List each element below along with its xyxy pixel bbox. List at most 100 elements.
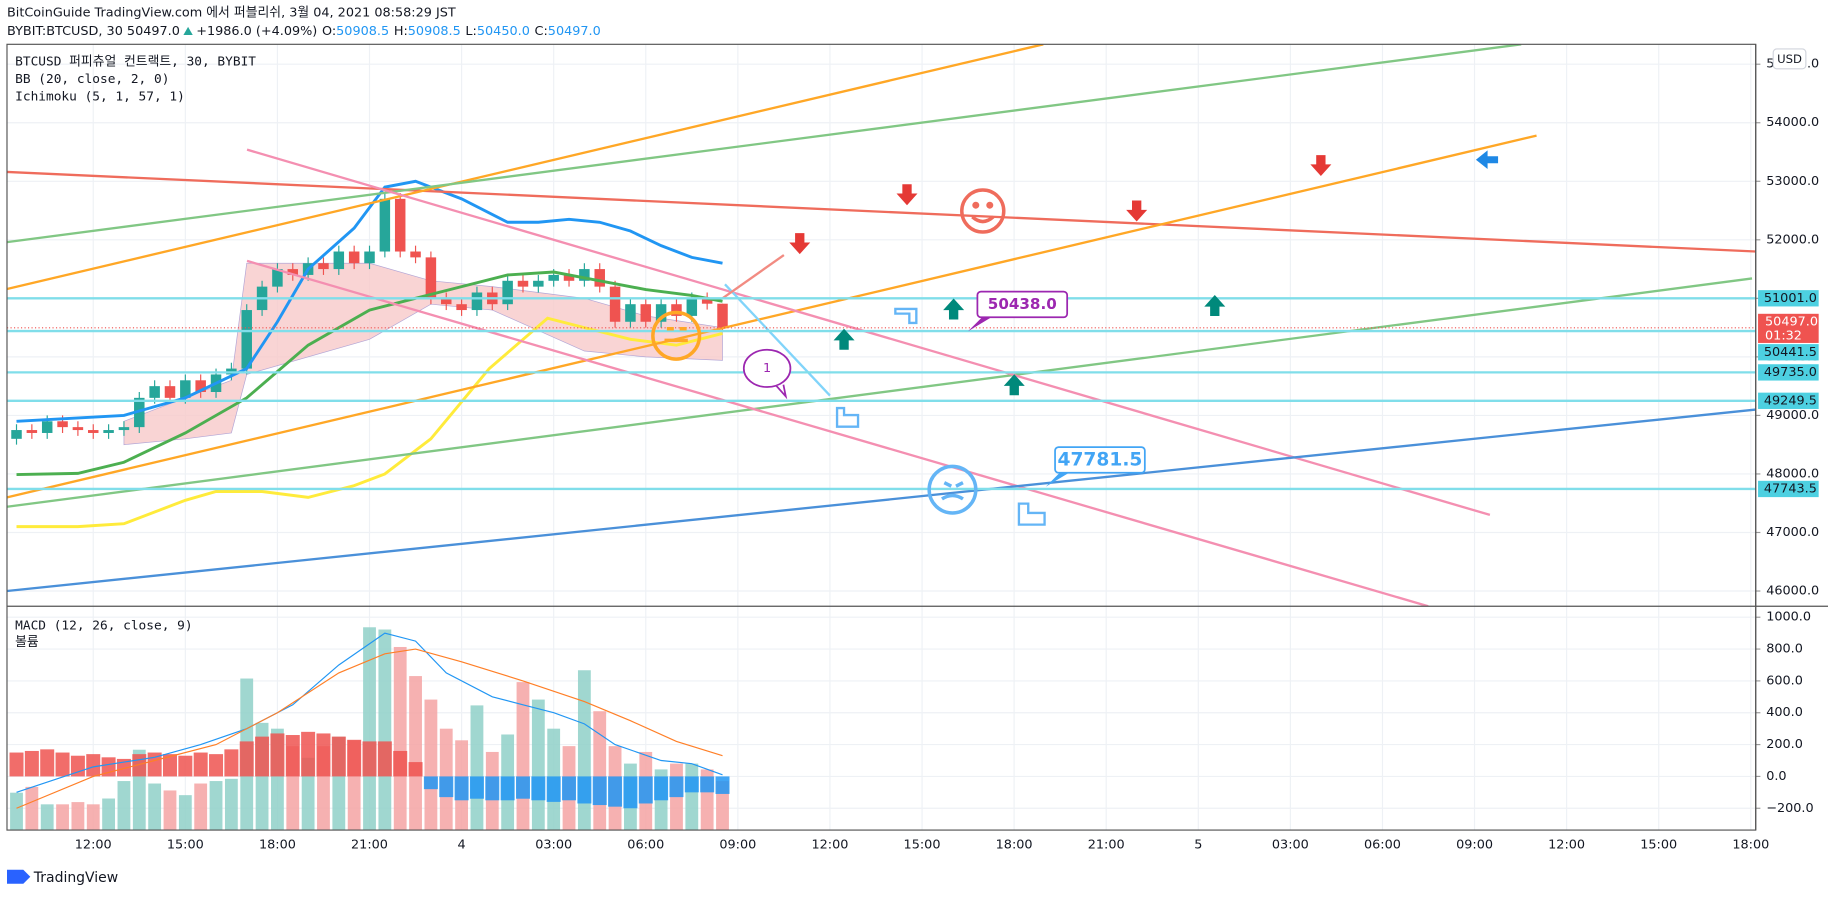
volume-bar [148, 783, 162, 831]
candle-body [318, 263, 329, 270]
volume-bar [71, 802, 85, 831]
y-tick-label: 400.0 [1766, 705, 1803, 720]
trend-line [721, 254, 785, 300]
candle-body [502, 280, 513, 305]
candle-body [164, 386, 176, 398]
level-label: 49249.5 [1764, 393, 1817, 408]
level-label: 50441.5 [1764, 345, 1817, 360]
candle-body [686, 298, 698, 316]
footer: TradingView [33, 870, 118, 886]
candle-body [563, 274, 575, 281]
publisher: BitCoinGuide TradingView.com 에서 퍼블리쉬, 3월… [7, 5, 456, 20]
x-tick-label: 18:00 [259, 838, 296, 853]
x-tick-label: 21:00 [351, 838, 388, 853]
volume-bar [10, 792, 23, 831]
volume-bar [470, 705, 484, 831]
volume-bar [577, 670, 591, 831]
last-price-label: 50497.0 [1765, 314, 1818, 329]
histogram-bar [623, 776, 638, 809]
volume-bar [40, 804, 54, 831]
histogram-bar [209, 754, 224, 777]
x-tick-label: 09:00 [719, 838, 756, 853]
last-price-box [1758, 313, 1819, 343]
histogram-bar [408, 762, 423, 777]
level-box [1758, 344, 1819, 361]
macd-pane [9, 627, 730, 831]
candle-body [594, 269, 605, 287]
y-tick-label: 1000.0 [1766, 610, 1811, 625]
note: 1 [763, 361, 771, 376]
histogram-bar [700, 776, 715, 793]
histogram-bar [362, 741, 377, 777]
ichimoku-cloud [123, 262, 723, 446]
ohlc-label: L: [465, 24, 476, 39]
candle-body [272, 269, 283, 287]
candle-body [456, 304, 467, 311]
histogram-bar [562, 776, 577, 801]
volume-bar [178, 795, 192, 831]
x-tick-label: 15:00 [167, 838, 204, 853]
y-tick-label: 53000.0 [1766, 174, 1819, 189]
histogram-bar [485, 776, 500, 801]
annotations: 1 [651, 150, 1499, 526]
candle-body [333, 251, 345, 270]
y-tick-label: 200.0 [1766, 737, 1803, 752]
histogram-bar [577, 776, 592, 804]
histogram-bar [500, 776, 515, 801]
volume-bar [56, 804, 69, 831]
callout-tail [1045, 472, 1070, 487]
indicator: Ichimoku (5, 1, 57, 1) [15, 89, 185, 104]
callout-label: 47781.5 [1057, 449, 1142, 470]
candle-body [26, 430, 38, 433]
note-bubble [742, 348, 792, 388]
x-tick-label: 03:00 [1272, 838, 1309, 853]
ohlc-label: C: [535, 24, 548, 39]
x-tick-label: 4 [458, 838, 466, 853]
histogram-bar [301, 731, 316, 777]
level-label: 47743.5 [1764, 481, 1817, 496]
histogram-bar [24, 750, 39, 777]
candle-body [379, 198, 391, 252]
y-tick-label: 49000.0 [1766, 408, 1819, 423]
histogram-bar [40, 749, 55, 777]
histogram-bar [193, 752, 208, 777]
callout-tail [968, 317, 992, 332]
candle-body [364, 251, 375, 264]
ohlc-value: 50908.5 [408, 24, 461, 39]
volume-bar [378, 629, 392, 831]
currency[interactable]: USD [1777, 52, 1802, 66]
histogram-bar [669, 776, 684, 798]
y-tick-label: 46000.0 [1766, 584, 1819, 599]
currency-button[interactable] [1772, 48, 1807, 70]
volume-title: 볼륨 [15, 635, 39, 650]
x-tick-label: 18:00 [1732, 838, 1769, 853]
candle-body [640, 304, 652, 322]
candle-body [103, 430, 114, 433]
y-tick-label: 600.0 [1766, 673, 1803, 688]
histogram-bar [377, 741, 392, 777]
volume-bar [163, 790, 177, 831]
histogram-bar [515, 776, 530, 799]
candle-body [579, 269, 590, 281]
histogram-bar [592, 776, 607, 806]
macd-line [16, 648, 723, 809]
candle-body [241, 310, 252, 369]
histogram-bar [162, 754, 177, 777]
level-label: 51001.0 [1764, 291, 1817, 306]
indicator: BB (20, close, 2, 0) [15, 72, 169, 87]
candle-body [410, 251, 421, 258]
x-tick-label: 18:00 [996, 838, 1033, 853]
y-tick-label: 52000.0 [1766, 232, 1819, 247]
x-tick-label: 06:00 [1364, 838, 1401, 853]
y-tick-label: 54000.0 [1766, 115, 1819, 130]
histogram-bar [654, 776, 669, 801]
axes: 12:00 15:00 18:00 21:00 4 03:00 06:00 09:00 12:0… [6, 43, 1828, 853]
candle-body [394, 198, 406, 252]
histogram-bar [55, 752, 70, 777]
level-box [1758, 480, 1819, 498]
x-tick-label: 15:00 [904, 838, 941, 853]
ohlc-label: H: [394, 24, 408, 39]
histogram-bar [531, 776, 546, 801]
quote-change: +1986.0 (+4.09%) [196, 24, 317, 39]
